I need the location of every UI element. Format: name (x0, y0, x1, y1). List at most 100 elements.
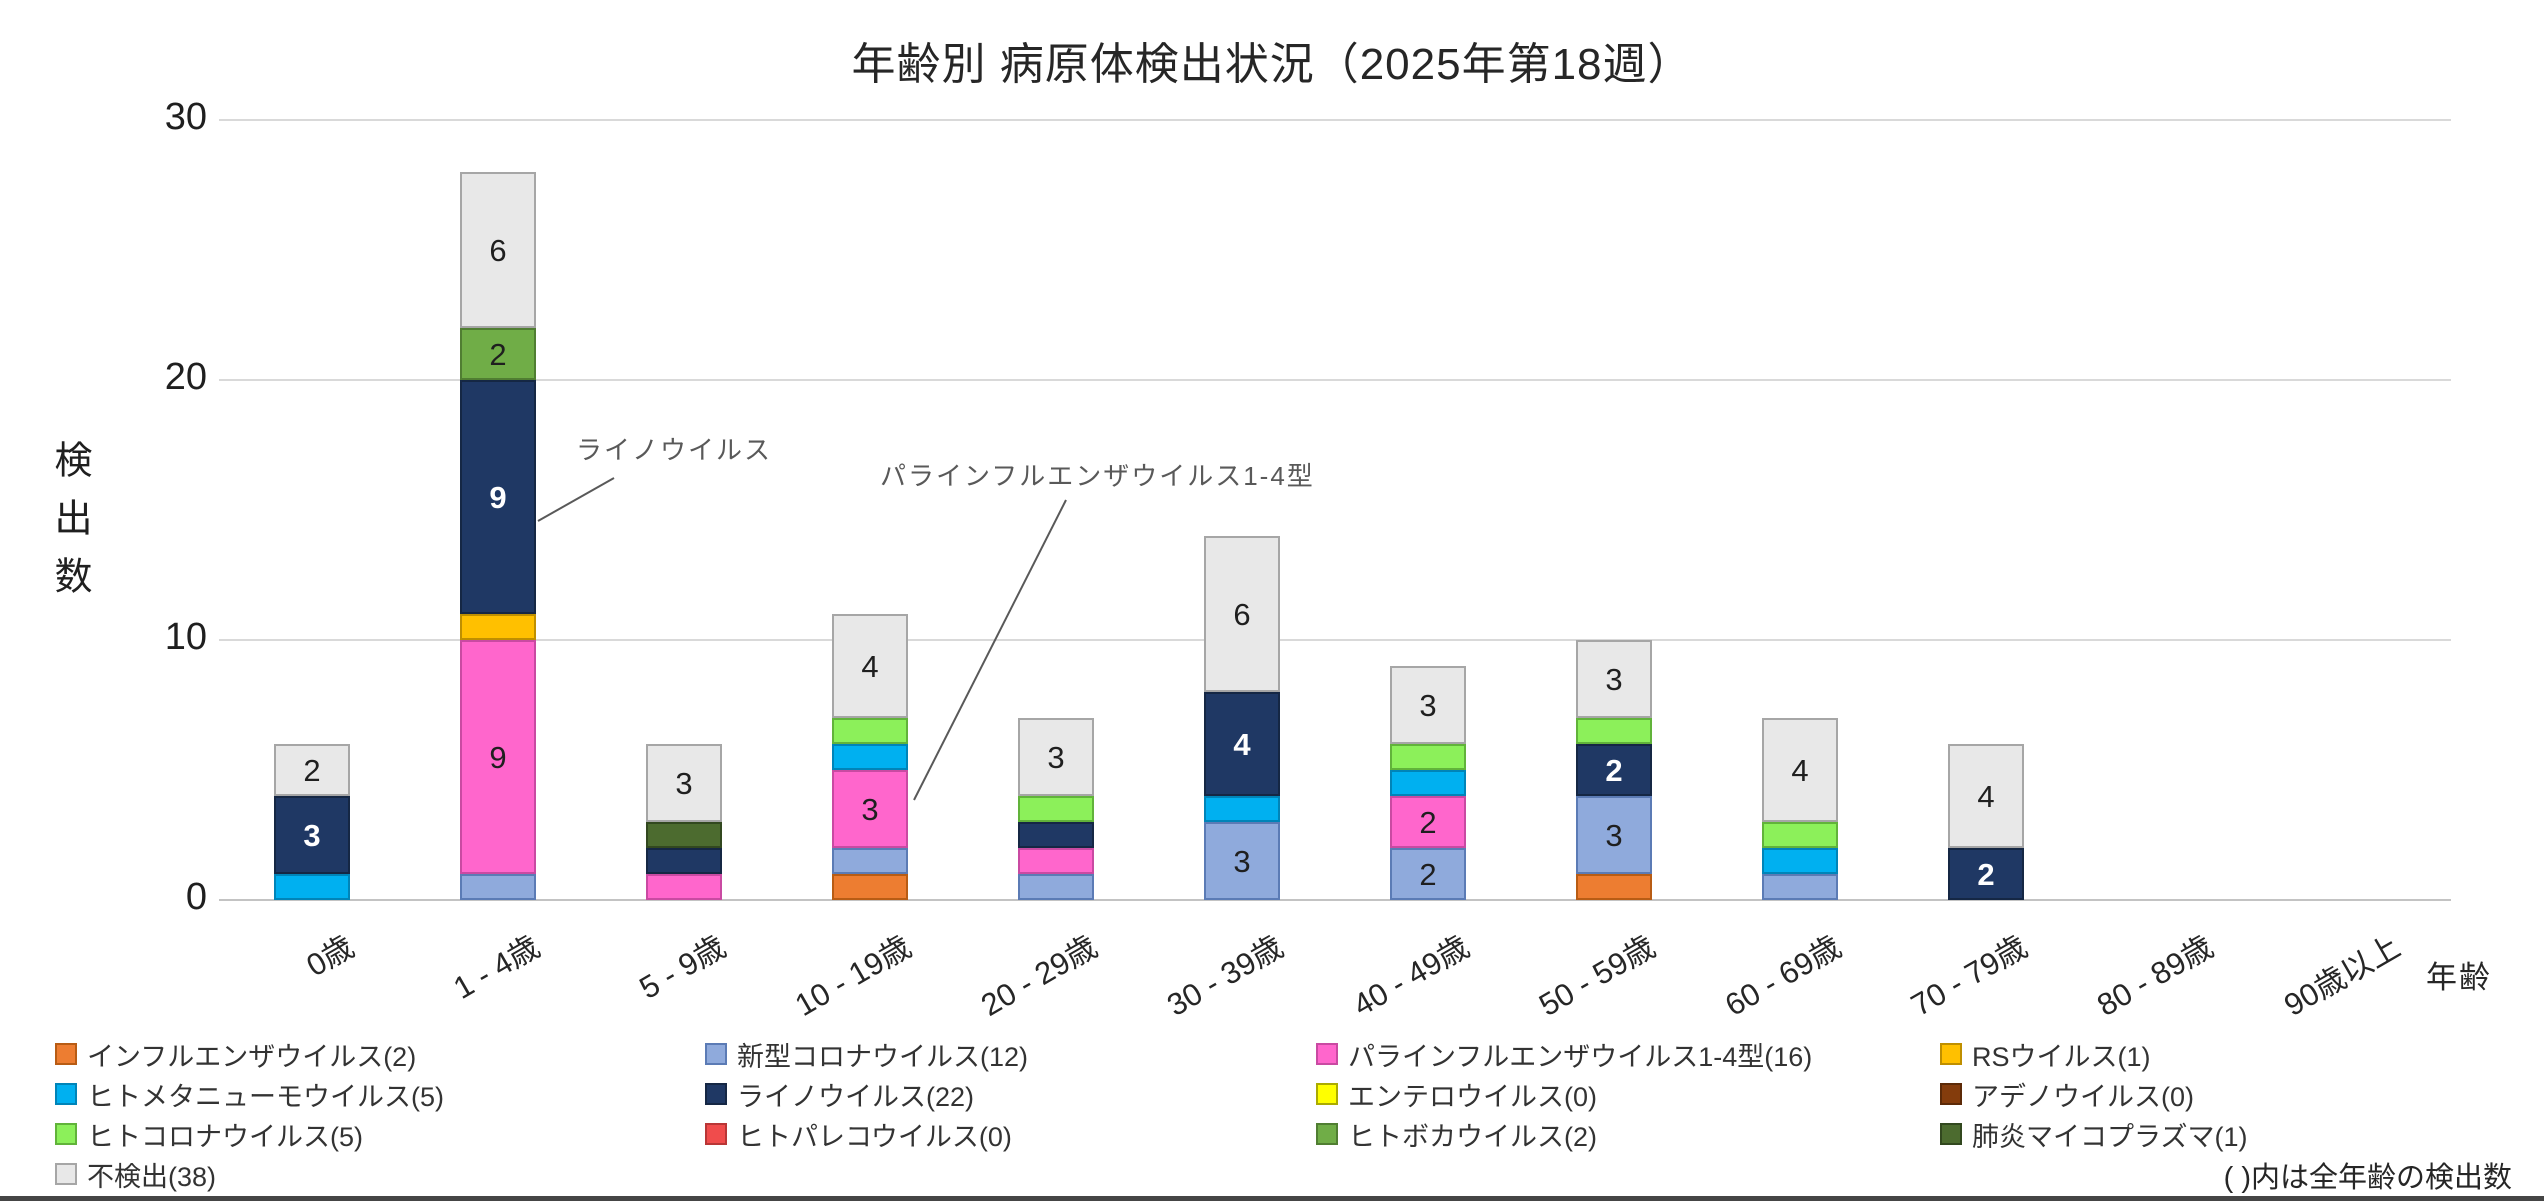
x-axis-title: 年齢 (2426, 960, 2492, 995)
legend-swatch (55, 1083, 77, 1105)
segment-value-label: 9 (489, 479, 507, 515)
segment-value-label: 2 (489, 336, 507, 372)
legend-item: アデノウイルス(0) (1940, 1078, 2194, 1112)
bar-segment: 2 (1948, 848, 2024, 900)
legend-item: 不検出(38) (55, 1158, 216, 1192)
segment-value-label: 3 (861, 791, 879, 827)
legend-item-label: 肺炎マイコプラズマ(1) (1972, 1121, 2248, 1152)
segment-value-label: 2 (1977, 856, 1995, 892)
segment-value-label: 3 (675, 765, 693, 801)
bar-segment (646, 848, 722, 874)
y-axis-tick-label: 0 (185, 876, 207, 918)
bar-segment: 3 (1576, 796, 1652, 874)
bar-segment: 2 (1390, 796, 1466, 848)
bar-segment: 2 (1390, 848, 1466, 900)
segment-value-label: 4 (1791, 752, 1809, 788)
bar-segment (460, 614, 536, 640)
segment-value-label: 3 (1419, 687, 1437, 723)
legend-swatch (1316, 1083, 1338, 1105)
bar-segment (1390, 744, 1466, 770)
legend-item-label: ヒトコロナウイルス(5) (87, 1121, 363, 1152)
segment-value-label: 3 (1605, 817, 1623, 853)
legend-swatch (705, 1043, 727, 1065)
bar-segment (1204, 796, 1280, 822)
segment-value-label: 3 (1605, 661, 1623, 697)
bar-segment: 2 (460, 328, 536, 380)
bar-segment (1018, 874, 1094, 900)
bar-segment (274, 874, 350, 900)
bottom-edge (0, 1196, 2544, 1201)
bar-segment (646, 874, 722, 900)
legend-note: ( )内は全年齢の検出数 (2223, 1162, 2512, 1194)
legend-item-label: パラインフルエンザウイルス1-4型(16) (1348, 1041, 1813, 1072)
chart-title: 年齢別 病原体検出状況（2025年第18週） (851, 40, 1693, 89)
bar-segment (1390, 770, 1466, 796)
bar-segment (1762, 874, 1838, 900)
y-axis-tick-label: 20 (164, 356, 207, 398)
legend-item: ヒトコロナウイルス(5) (55, 1118, 363, 1152)
bar-segment (1762, 848, 1838, 874)
bar-segment (1576, 718, 1652, 744)
bar-segment (1018, 822, 1094, 848)
bar-segment: 3 (832, 770, 908, 848)
segment-value-label: 2 (303, 752, 321, 788)
gridline (219, 379, 2451, 381)
legend-item: パラインフルエンザウイルス1-4型(16) (1316, 1038, 1812, 1072)
bar-segment (832, 718, 908, 744)
bar-segment: 4 (1948, 744, 2024, 848)
segment-value-label: 2 (1605, 752, 1623, 788)
segment-value-label: 6 (1233, 596, 1251, 632)
gridline (219, 899, 2451, 901)
legend-item-label: エンテロウイルス(0) (1348, 1081, 1597, 1112)
legend-item: 肺炎マイコプラズマ(1) (1940, 1118, 2247, 1152)
segment-value-label: 4 (1233, 726, 1251, 762)
bar-segment (460, 874, 536, 900)
legend-item: RSウイルス(1) (1940, 1038, 2151, 1072)
legend-swatch (55, 1163, 77, 1185)
bar-segment: 4 (832, 614, 908, 718)
legend-item-label: インフルエンザウイルス(2) (87, 1041, 417, 1072)
legend-item-label: アデノウイルス(0) (1972, 1081, 2194, 1112)
bar-segment (1018, 796, 1094, 822)
bar-segment: 2 (1576, 744, 1652, 796)
legend-item-label: ライノウイルス(22) (737, 1081, 975, 1112)
legend-item-label: ヒトメタニューモウイルス(5) (87, 1081, 444, 1112)
legend-swatch (55, 1123, 77, 1145)
legend-item: ヒトボカウイルス(2) (1316, 1118, 1597, 1152)
bar-segment: 3 (646, 744, 722, 822)
y-axis-tick-label: 30 (164, 96, 207, 138)
segment-value-label: 3 (1047, 739, 1065, 775)
legend-item-label: ヒトパレコウイルス(0) (737, 1121, 1012, 1152)
bar-segment: 3 (1576, 640, 1652, 718)
segment-value-label: 9 (489, 739, 507, 775)
legend-swatch (705, 1123, 727, 1145)
segment-value-label: 4 (1977, 778, 1995, 814)
bar-segment: 4 (1204, 692, 1280, 796)
bar-segment: 9 (460, 640, 536, 874)
legend-swatch (705, 1083, 727, 1105)
legend-swatch (1316, 1123, 1338, 1145)
bar-segment: 2 (274, 744, 350, 796)
bar-segment: 3 (1390, 666, 1466, 744)
legend-item: ヒトパレコウイルス(0) (705, 1118, 1012, 1152)
legend-item-label: ヒトボカウイルス(2) (1348, 1121, 1597, 1152)
bar-segment: 3 (1018, 718, 1094, 796)
bar-segment: 6 (460, 172, 536, 328)
segment-value-label: 6 (489, 232, 507, 268)
y-axis-title: 検出数 (48, 440, 90, 614)
legend-swatch (1940, 1123, 1962, 1145)
gridline (219, 639, 2451, 641)
legend-swatch (1940, 1043, 1962, 1065)
bar-segment: 3 (1204, 822, 1280, 900)
bar-segment: 4 (1762, 718, 1838, 822)
bar-segment (832, 848, 908, 874)
y-axis-tick-label: 10 (164, 616, 207, 658)
segment-value-label: 3 (1233, 843, 1251, 879)
annotation-parainfluenza: パラインフルエンザウイルス1-4型 (880, 461, 1315, 491)
bar-segment: 6 (1204, 536, 1280, 692)
legend-item: ヒトメタニューモウイルス(5) (55, 1078, 444, 1112)
legend-item-label: 新型コロナウイルス(12) (737, 1041, 1029, 1072)
bar-segment (832, 874, 908, 900)
segment-value-label: 2 (1419, 804, 1437, 840)
